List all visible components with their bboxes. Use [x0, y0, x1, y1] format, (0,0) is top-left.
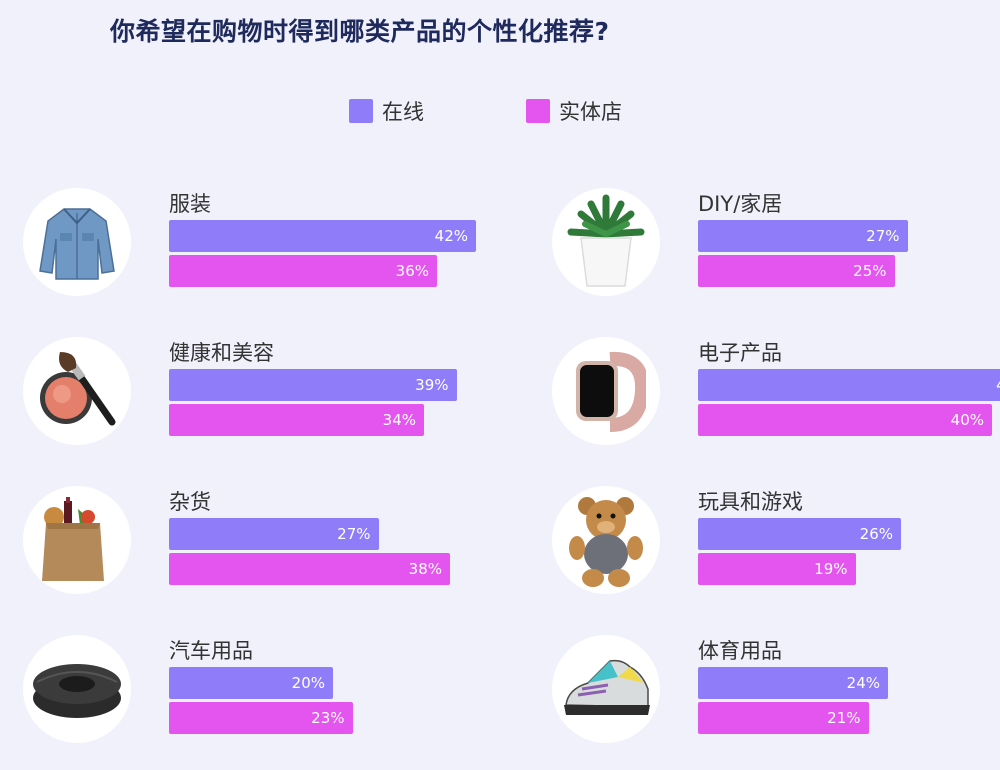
category-panel: 健康和美容 39% 34% — [23, 337, 493, 467]
legend-swatch-online — [349, 99, 373, 123]
sneaker-icon — [552, 635, 660, 743]
category-label: 健康和美容 — [169, 341, 274, 365]
bar-online: 39% — [169, 369, 457, 401]
bar-store: 21% — [698, 702, 869, 734]
legend-label-store: 实体店 — [559, 100, 622, 124]
category-panel: 玩具和游戏 26% 19% — [552, 486, 1000, 616]
category-label: 杂货 — [169, 490, 211, 514]
bar-online: 27% — [169, 518, 379, 550]
teddy-bear-icon — [552, 486, 660, 594]
category-label: 电子产品 — [698, 341, 782, 365]
category-label: 玩具和游戏 — [698, 490, 803, 514]
category-label: DIY/家居 — [698, 192, 783, 216]
bar-value-label: 23% — [311, 709, 345, 727]
bar-value-label: 19% — [814, 560, 848, 578]
bar-store: 38% — [169, 553, 450, 585]
category-label: 服装 — [169, 192, 211, 216]
bar-value-label: 34% — [382, 411, 416, 429]
bar-online: 42% — [169, 220, 476, 252]
bar-store: 34% — [169, 404, 424, 436]
category-panel: 电子产品 47% 40% — [552, 337, 1000, 467]
bar-value-label: 20% — [291, 674, 325, 692]
bar-value-label: 21% — [827, 709, 861, 727]
grocery-bag-icon — [23, 486, 131, 594]
bar-store: 36% — [169, 255, 437, 287]
bar-value-label: 38% — [408, 560, 442, 578]
bar-value-label: 40% — [950, 411, 984, 429]
bar-store: 19% — [698, 553, 856, 585]
category-label: 汽车用品 — [169, 639, 253, 663]
bar-online: 26% — [698, 518, 901, 550]
bar-online: 20% — [169, 667, 333, 699]
legend: 在线 实体店 — [0, 96, 1000, 126]
category-panel: 体育用品 24% 21% — [552, 635, 1000, 765]
smartwatch-icon — [552, 337, 660, 445]
bar-online: 27% — [698, 220, 908, 252]
denim-jacket-icon — [23, 188, 131, 296]
bar-store: 25% — [698, 255, 895, 287]
legend-label-online: 在线 — [382, 100, 424, 124]
bar-store: 40% — [698, 404, 992, 436]
bar-online: 47% — [698, 369, 1000, 401]
legend-item-online: 在线 — [349, 96, 424, 126]
bar-value-label: 27% — [337, 525, 371, 543]
bar-value-label: 39% — [415, 376, 449, 394]
category-panel: 杂货 27% 38% — [23, 486, 493, 616]
bar-value-label: 47% — [996, 376, 1000, 394]
bar-online: 24% — [698, 667, 888, 699]
potted-plant-icon — [552, 188, 660, 296]
bar-value-label: 36% — [395, 262, 429, 280]
tire-icon — [23, 635, 131, 743]
bar-value-label: 27% — [866, 227, 900, 245]
makeup-brush-icon — [23, 337, 131, 445]
bar-value-label: 24% — [846, 674, 880, 692]
legend-item-store: 实体店 — [526, 96, 622, 126]
category-panel: 汽车用品 20% 23% — [23, 635, 493, 765]
bar-value-label: 25% — [853, 262, 887, 280]
page-title: 你希望在购物时得到哪类产品的个性化推荐? — [110, 17, 610, 46]
bar-value-label: 42% — [434, 227, 468, 245]
legend-swatch-store — [526, 99, 550, 123]
category-label: 体育用品 — [698, 639, 782, 663]
bar-store: 23% — [169, 702, 353, 734]
category-panel: DIY/家居 27% 25% — [552, 188, 1000, 318]
category-panel: 服装 42% 36% — [23, 188, 493, 318]
bar-value-label: 26% — [859, 525, 893, 543]
